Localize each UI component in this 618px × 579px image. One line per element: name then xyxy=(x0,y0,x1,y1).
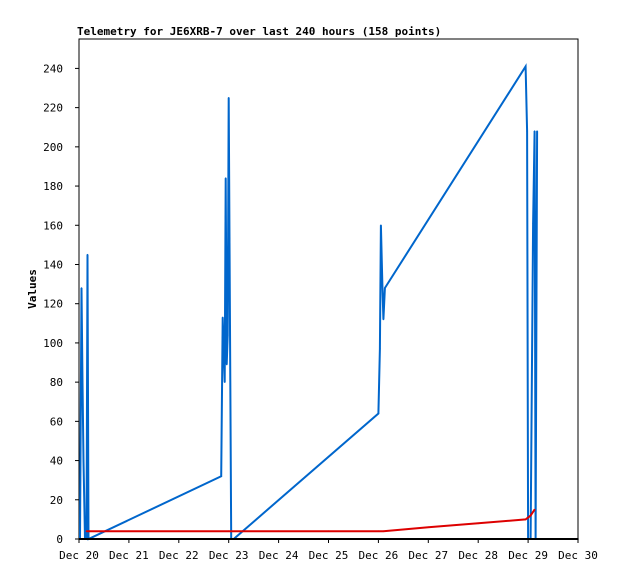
y-tick-label: 180 xyxy=(43,180,63,193)
data-point xyxy=(225,363,228,366)
data-point xyxy=(223,381,226,383)
x-tick-label: Dec 28 xyxy=(458,549,498,562)
data-point xyxy=(221,316,224,319)
data-point xyxy=(327,530,330,532)
data-point xyxy=(128,530,130,532)
data-point xyxy=(224,177,227,180)
data-point xyxy=(532,222,534,225)
data-point xyxy=(536,130,538,132)
y-tick-label: 140 xyxy=(43,258,63,271)
data-point xyxy=(377,530,380,532)
y-tick-label: 200 xyxy=(43,141,63,154)
data-point xyxy=(81,381,84,383)
data-point xyxy=(382,318,385,321)
x-tick-label: Dec 22 xyxy=(159,549,199,562)
data-point xyxy=(379,348,381,350)
data-point xyxy=(381,285,384,287)
x-tick-label: Dec 30 xyxy=(558,549,598,562)
data-point xyxy=(384,287,386,289)
data-point xyxy=(227,97,230,99)
x-tick-label: Dec 29 xyxy=(508,549,548,562)
data-point xyxy=(85,530,88,532)
x-tick-label: Dec 24 xyxy=(259,549,299,562)
x-tick-label: Dec 21 xyxy=(109,549,149,562)
y-tick-label: 160 xyxy=(43,219,63,232)
x-tick-label: Dec 27 xyxy=(408,549,448,562)
y-tick-label: 80 xyxy=(50,376,63,389)
data-point xyxy=(178,530,180,532)
data-point xyxy=(80,287,83,289)
data-point xyxy=(533,508,536,511)
x-tick-label: Dec 20 xyxy=(59,549,99,562)
y-tick-label: 220 xyxy=(43,102,63,115)
data-point xyxy=(86,253,89,256)
y-tick-label: 20 xyxy=(50,494,63,507)
y-tick-label: 100 xyxy=(43,337,63,350)
data-point xyxy=(377,412,380,415)
data-point xyxy=(526,130,528,132)
x-tick-label: Dec 26 xyxy=(359,549,399,562)
data-point xyxy=(524,65,527,68)
y-tick-label: 0 xyxy=(56,533,63,546)
data-point xyxy=(277,530,280,532)
y-tick-label: 120 xyxy=(43,298,63,311)
data-point xyxy=(82,459,85,462)
data-point xyxy=(533,130,536,132)
data-point xyxy=(220,475,223,478)
data-point xyxy=(382,530,385,532)
x-tick-label: Dec 25 xyxy=(309,549,349,562)
y-axis-label: Values xyxy=(26,269,39,309)
data-point xyxy=(226,334,229,336)
y-tick-label: 40 xyxy=(50,455,63,468)
y-tick-label: 60 xyxy=(50,415,63,428)
data-point xyxy=(427,526,430,529)
x-tick-label: Dec 23 xyxy=(209,549,249,562)
chart-title: Telemetry for JE6XRB-7 over last 240 hou… xyxy=(77,25,441,38)
data-point xyxy=(380,224,382,227)
data-point xyxy=(227,530,230,532)
plot-area: 0 20 40 60 80 100 120 140 160 180 200 220 240 Dec 20 D… xyxy=(43,38,598,562)
y-tick-label: 240 xyxy=(43,62,63,75)
data-point xyxy=(477,522,480,525)
data-point xyxy=(529,514,532,517)
data-point xyxy=(524,518,527,521)
